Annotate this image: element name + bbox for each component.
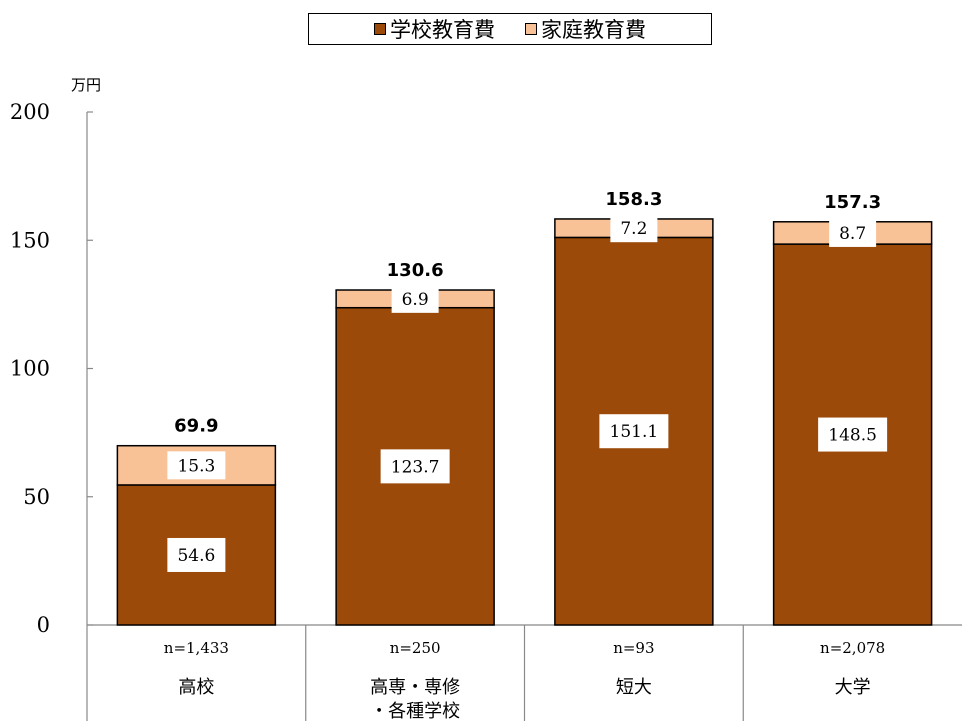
total-label-3: 157.3 xyxy=(824,192,881,213)
data-label-home-3: 8.7 xyxy=(839,224,866,244)
data-label-bg xyxy=(167,451,226,480)
y-tick-label: 200 xyxy=(10,100,50,124)
legend: 学校教育費 家庭教育費 xyxy=(308,13,712,45)
data-label-bg xyxy=(380,449,450,484)
legend-item-school: 学校教育費 xyxy=(374,14,495,44)
category-label-1: ・各種学校 xyxy=(370,701,460,721)
legend-label-home: 家庭教育費 xyxy=(541,18,646,42)
data-label-bg xyxy=(818,417,888,452)
data-label-bg xyxy=(610,214,658,243)
total-label-1: 130.6 xyxy=(387,260,444,281)
category-label-2: 短大 xyxy=(616,677,652,698)
data-label-school-2: 151.1 xyxy=(610,422,659,442)
y-tick-label: 50 xyxy=(23,485,50,509)
y-axis-unit: 万円 xyxy=(71,76,102,94)
data-label-school-1: 123.7 xyxy=(391,457,440,477)
legend-swatch-school xyxy=(374,23,386,35)
sample-size-3: n=2,078 xyxy=(820,639,885,657)
category-label-0: 高校 xyxy=(178,677,214,698)
total-label-2: 158.3 xyxy=(605,189,662,210)
data-label-home-1: 6.9 xyxy=(402,290,429,310)
total-label-0: 69.9 xyxy=(174,416,218,437)
data-label-school-0: 54.6 xyxy=(177,546,215,566)
y-tick-label: 150 xyxy=(10,228,50,252)
sample-size-0: n=1,433 xyxy=(164,639,229,657)
data-label-bg xyxy=(599,414,669,449)
y-tick-label: 0 xyxy=(37,613,50,637)
data-label-bg xyxy=(391,284,439,313)
data-label-bg xyxy=(167,537,226,572)
category-label-1: 高専・専修 xyxy=(370,677,460,698)
data-label-school-3: 148.5 xyxy=(828,426,877,446)
category-label-3: 大学 xyxy=(835,677,871,698)
legend-label-school: 学校教育費 xyxy=(390,18,495,42)
data-label-home-2: 7.2 xyxy=(620,219,647,239)
legend-item-home: 家庭教育費 xyxy=(525,14,646,44)
sample-size-1: n=250 xyxy=(390,639,441,657)
legend-swatch-home xyxy=(525,23,537,35)
y-tick-label: 100 xyxy=(10,357,50,381)
data-label-bg xyxy=(829,218,877,247)
data-label-home-0: 15.3 xyxy=(177,456,215,476)
sample-size-2: n=93 xyxy=(613,639,654,657)
